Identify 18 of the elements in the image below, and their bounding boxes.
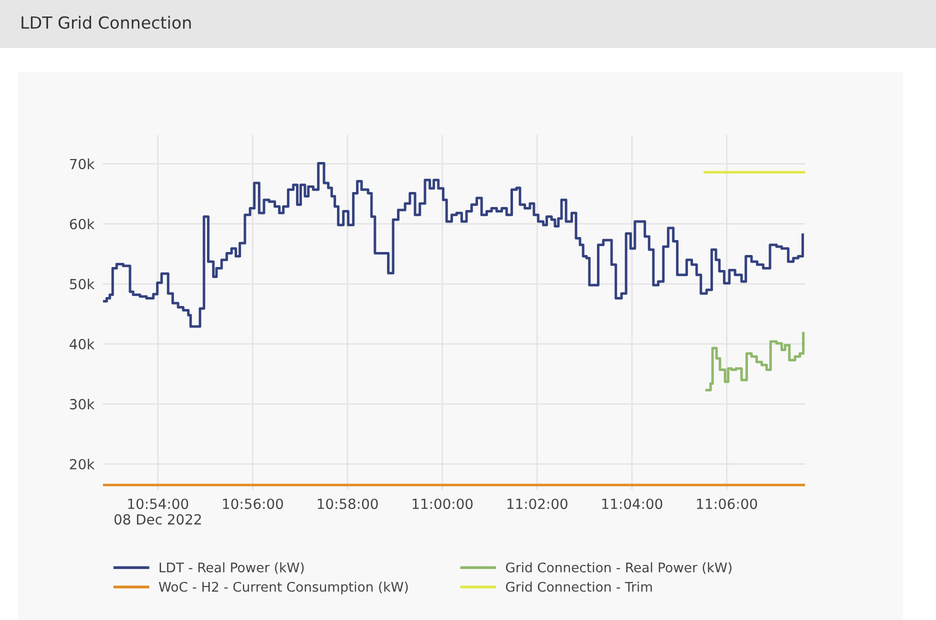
x-tick-label: 11:00:00 xyxy=(412,498,473,510)
y-tick-label: 30k xyxy=(70,398,95,410)
x-tick-label: 11:02:00 xyxy=(507,498,568,510)
x-tick-label: 11:04:00 xyxy=(602,498,662,510)
x-tick-label: 11:06:00 xyxy=(697,498,758,510)
y-tick-label: 50k xyxy=(70,278,95,290)
chart-title: LDT Grid Connection xyxy=(22,16,191,29)
legend-label: Grid Connection - Trim xyxy=(506,582,652,592)
y-tick-label: 40k xyxy=(70,338,95,350)
x-tick-label: 10:54:00 08 Dec 2022 xyxy=(114,498,201,525)
y-tick-label: 60k xyxy=(70,218,95,230)
legend-label: Grid Connection - Real Power (kW) xyxy=(506,562,732,574)
legend-label: LDT - Real Power (kW) xyxy=(160,562,304,574)
y-tick-label: 70k xyxy=(70,158,95,170)
x-tick-label: 10:56:00 xyxy=(223,498,283,510)
y-tick-label: 20k xyxy=(70,458,95,470)
legend-label: WoC - H2 - Current Consumption (kW) xyxy=(158,582,408,594)
x-tick-label: 10:58:00 xyxy=(318,498,378,510)
